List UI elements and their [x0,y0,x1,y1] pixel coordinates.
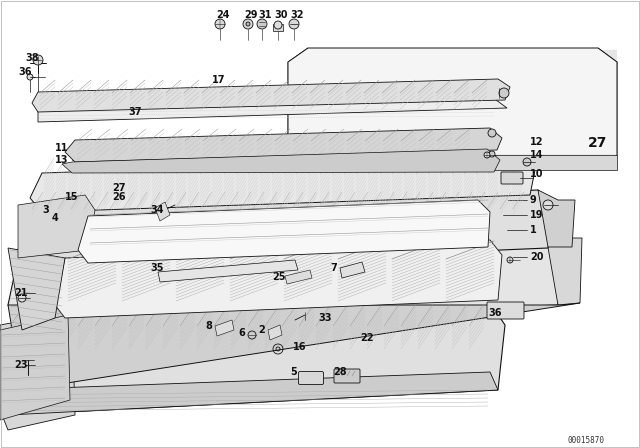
Circle shape [488,129,496,137]
Text: 35: 35 [150,263,163,273]
Text: 5: 5 [290,367,297,377]
Text: 22: 22 [360,333,374,343]
Text: 3: 3 [42,205,49,215]
Text: 11: 11 [55,143,68,153]
Text: 1: 1 [530,225,537,235]
Text: 24: 24 [216,10,230,20]
Polygon shape [30,157,535,212]
Circle shape [246,22,250,26]
Text: 17: 17 [212,75,225,85]
Text: 14: 14 [530,150,543,160]
Polygon shape [340,262,365,278]
Text: 32: 32 [290,10,303,20]
Polygon shape [538,190,575,247]
Text: 33: 33 [318,313,332,323]
Text: 36: 36 [18,67,31,77]
Polygon shape [215,320,234,336]
Circle shape [289,19,299,29]
Text: 00015870: 00015870 [568,435,605,444]
Text: 20: 20 [530,252,543,262]
Text: 15: 15 [65,192,79,202]
Text: 8: 8 [205,321,212,331]
Polygon shape [65,128,502,162]
Text: 9: 9 [530,195,537,205]
Polygon shape [288,155,617,170]
Polygon shape [0,315,70,420]
Text: 30: 30 [274,10,287,20]
Text: 4: 4 [52,213,59,223]
Text: 10: 10 [530,169,543,179]
Circle shape [18,294,26,302]
Text: 28: 28 [333,367,347,377]
FancyBboxPatch shape [487,302,524,319]
FancyBboxPatch shape [298,371,323,384]
Text: 37: 37 [128,107,141,117]
Circle shape [243,19,253,29]
Text: 27: 27 [588,136,607,150]
Polygon shape [32,79,510,112]
Polygon shape [8,248,65,330]
Text: 12: 12 [530,137,543,147]
Text: 6: 6 [238,328,244,338]
Circle shape [543,200,553,210]
Polygon shape [8,230,563,325]
Polygon shape [8,303,580,390]
Circle shape [507,257,513,263]
Text: 38: 38 [25,53,38,63]
Polygon shape [0,372,498,415]
Polygon shape [62,149,500,173]
Text: 19: 19 [530,210,543,220]
Circle shape [489,151,495,157]
Text: 2: 2 [258,325,265,335]
Polygon shape [55,240,502,318]
Circle shape [27,74,33,80]
Polygon shape [285,270,312,284]
Circle shape [215,19,225,29]
Polygon shape [158,260,298,282]
Text: 31: 31 [258,10,271,20]
FancyBboxPatch shape [501,172,523,184]
Circle shape [484,152,490,158]
Text: 25: 25 [272,272,285,282]
Text: 13: 13 [55,155,68,165]
Text: 21: 21 [14,288,28,298]
Polygon shape [268,325,282,340]
Circle shape [33,55,43,65]
Text: 34: 34 [150,205,163,215]
Polygon shape [0,303,505,415]
Text: 36: 36 [488,308,502,318]
Polygon shape [155,202,170,221]
Circle shape [523,158,531,166]
Polygon shape [18,190,555,270]
Circle shape [257,19,267,29]
Polygon shape [78,200,490,263]
Bar [273,24,283,31]
Text: 26: 26 [112,192,125,202]
Text: 16: 16 [293,342,307,352]
Polygon shape [18,195,95,258]
FancyBboxPatch shape [334,369,360,383]
Polygon shape [545,230,582,305]
Circle shape [274,21,282,29]
Circle shape [499,88,509,98]
Polygon shape [0,312,75,430]
Text: 27: 27 [112,183,125,193]
Text: 29: 29 [244,10,257,20]
Polygon shape [288,48,617,168]
Polygon shape [38,97,507,122]
Text: 7: 7 [330,263,337,273]
Text: 23: 23 [14,360,28,370]
